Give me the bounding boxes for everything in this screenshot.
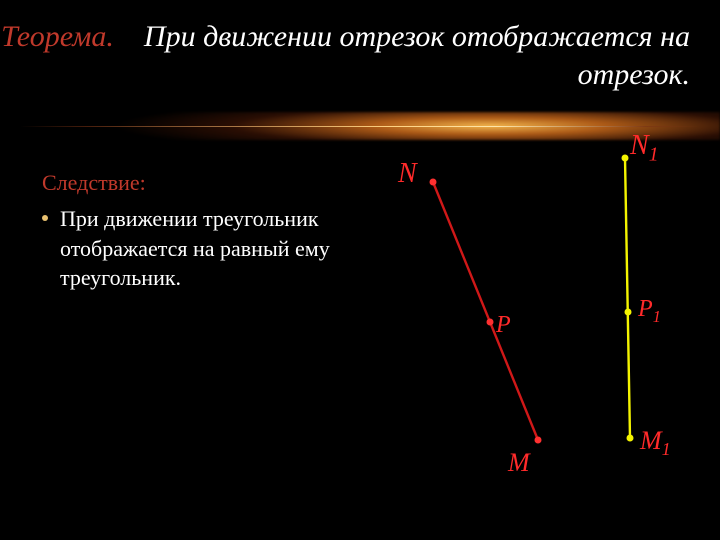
segment-N1M1 xyxy=(625,158,630,438)
point-M1 xyxy=(627,435,634,442)
label-N: N xyxy=(398,158,417,190)
bullet-icon xyxy=(42,215,48,221)
title-spacer xyxy=(121,20,136,53)
corollary-heading: Следствие: xyxy=(42,170,342,196)
corollary-bullet-row: При движении треугольник отображается на… xyxy=(42,204,342,293)
point-N1 xyxy=(622,155,629,162)
slide: Теорема. При движении отрезок отображает… xyxy=(0,0,720,540)
label-M: M xyxy=(508,448,530,478)
corollary-text: При движении треугольник отображается на… xyxy=(60,204,342,293)
title-theorem-word: Теорема. xyxy=(1,20,114,53)
diagram: NPMN1P1M1 xyxy=(370,140,700,500)
label-P: P xyxy=(496,312,511,339)
point-P1 xyxy=(625,309,632,316)
title-rest: При движении отрезок отображается на отр… xyxy=(144,20,690,91)
slide-title: Теорема. При движении отрезок отображает… xyxy=(0,18,690,93)
label-M1: M1 xyxy=(640,426,671,460)
corollary-block: Следствие: При движении треугольник отоб… xyxy=(42,170,342,293)
label-N1: N1 xyxy=(630,130,658,167)
point-M xyxy=(535,437,542,444)
point-N xyxy=(430,179,437,186)
label-P1: P1 xyxy=(638,296,661,327)
point-P xyxy=(487,319,494,326)
divider-line xyxy=(20,126,700,127)
segment-NM xyxy=(433,182,538,440)
